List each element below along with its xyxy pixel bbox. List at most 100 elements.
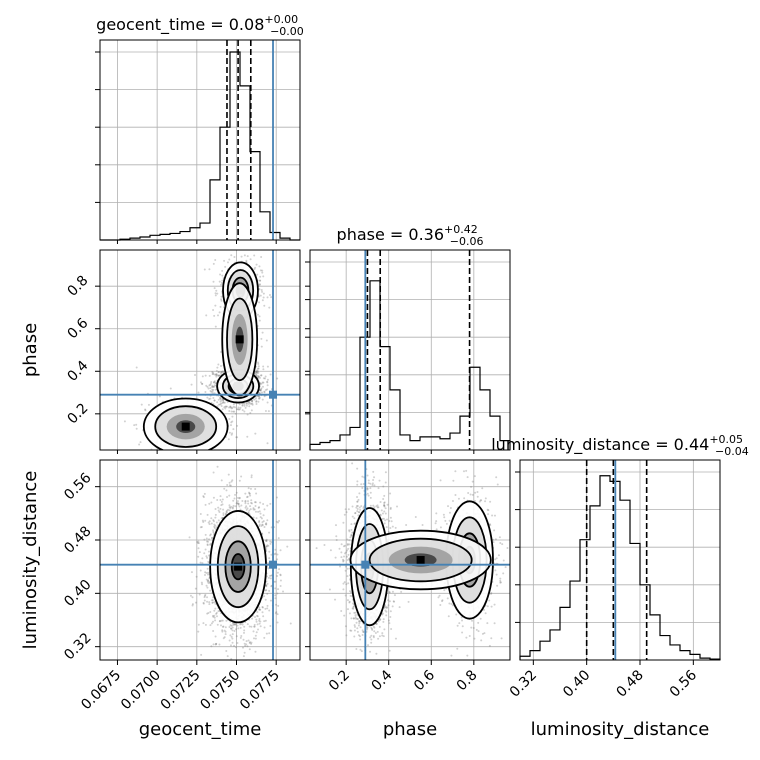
sample-point [228, 509, 231, 512]
sample-point [265, 632, 268, 635]
sample-point [212, 373, 215, 376]
sample-point [282, 590, 285, 593]
sample-point [258, 525, 261, 528]
sample-point [214, 513, 217, 516]
sample-point [235, 635, 238, 638]
sample-point [249, 508, 252, 511]
sample-point [274, 594, 277, 597]
sample-point [212, 471, 215, 474]
sample-point [205, 384, 208, 387]
sample-point [204, 503, 207, 506]
sample-point [212, 530, 215, 533]
sample-point [262, 368, 265, 371]
sample-point [206, 385, 209, 388]
sample-point [228, 639, 231, 642]
sample-point [343, 581, 346, 584]
sample-point [212, 620, 215, 623]
sample-point [206, 580, 209, 583]
sample-point [217, 371, 220, 374]
sample-point [369, 650, 372, 653]
sample-point [222, 370, 225, 373]
sample-point [261, 271, 264, 274]
sample-point [221, 370, 224, 373]
sample-point [231, 432, 234, 435]
sample-point [218, 620, 221, 623]
sample-point [261, 605, 264, 608]
sample-point [222, 512, 225, 515]
sample-point [266, 378, 269, 381]
panel-title-phase: phase = 0.36+0.42 −0.06 [337, 223, 484, 248]
sample-point [388, 622, 391, 625]
sample-point [218, 374, 221, 377]
sample-point [258, 315, 261, 318]
sample-point [197, 456, 199, 458]
sample-point [232, 410, 235, 413]
sample-point [255, 370, 258, 373]
sample-point [263, 636, 266, 639]
sample-point [246, 495, 249, 498]
sample-point [276, 592, 279, 595]
sample-point [253, 625, 256, 628]
sample-point [254, 637, 257, 640]
sample-point [265, 545, 268, 548]
sample-point [387, 530, 390, 533]
sample-point [225, 650, 228, 653]
sample-point [133, 424, 136, 427]
sample-point [200, 525, 203, 528]
sample-point [200, 653, 203, 656]
sample-point [242, 646, 245, 649]
sample-point [220, 370, 223, 373]
sample-point [254, 432, 257, 435]
sample-point [255, 370, 258, 373]
sample-point [279, 549, 282, 552]
sample-point [260, 345, 263, 348]
sample-point [237, 502, 240, 505]
sample-point [275, 520, 278, 523]
sample-point [199, 569, 202, 572]
sample-point [234, 623, 237, 626]
sample-point [251, 400, 254, 403]
sample-point [207, 582, 210, 585]
sample-point [258, 265, 261, 268]
sample-point [246, 255, 249, 258]
sample-point [255, 400, 258, 403]
sample-point [208, 502, 211, 505]
sample-point [228, 406, 231, 409]
histogram-geocent_time [100, 51, 300, 241]
sample-point [387, 604, 390, 607]
sample-point [279, 585, 282, 588]
sample-point [204, 519, 207, 522]
sample-point [367, 479, 370, 482]
sample-point [257, 362, 260, 365]
sample-point [373, 630, 376, 633]
sample-point [215, 612, 218, 615]
sample-point [197, 391, 200, 394]
sample-point [201, 382, 204, 385]
sample-point [348, 543, 351, 546]
title-upper-error: +0.42 [444, 223, 478, 236]
sample-point [257, 395, 260, 398]
sample-point [229, 406, 232, 409]
sample-point [213, 399, 216, 402]
sample-point [242, 655, 245, 658]
sample-point [275, 496, 278, 499]
sample-point [257, 361, 260, 364]
sample-point [226, 483, 229, 486]
sample-point [269, 577, 272, 580]
sample-point [258, 608, 261, 611]
sample-point [262, 377, 265, 380]
sample-point [248, 642, 251, 645]
sample-point [203, 594, 206, 597]
panel-content [315, 462, 509, 657]
sample-point [243, 254, 246, 257]
sample-point [257, 367, 260, 370]
sample-point [123, 420, 126, 423]
sample-point [219, 305, 222, 308]
sample-point [259, 512, 262, 515]
sample-point [210, 517, 213, 520]
sample-point [206, 596, 209, 599]
sample-point [182, 450, 184, 452]
sample-point [138, 443, 141, 446]
sample-point [212, 388, 215, 391]
sample-point [231, 506, 234, 509]
